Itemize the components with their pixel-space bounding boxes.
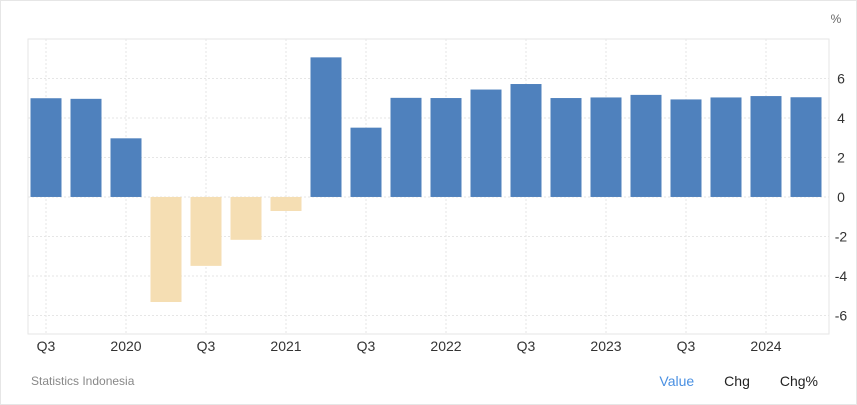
view-toggle: Value Chg Chg% [659, 373, 818, 389]
bar-q2-2020 [150, 196, 182, 303]
bar-q1-2021 [270, 196, 302, 211]
bar-q2-2021 [310, 57, 342, 197]
y-tick-label: 2 [837, 149, 845, 165]
y-tick-label: 0 [837, 189, 845, 205]
bar-q3-2019 [30, 98, 62, 197]
bar-q3-2020 [190, 196, 222, 266]
bar-q3-2021 [350, 127, 382, 197]
bar-q4-2019 [70, 98, 102, 197]
bar-q1-2020 [110, 138, 142, 197]
bar-q2-2023 [630, 94, 662, 197]
plot-area [27, 38, 830, 335]
x-tick-label: Q3 [357, 338, 376, 354]
y-tick-label: 6 [837, 70, 845, 86]
x-tick-label: 2024 [750, 338, 781, 354]
x-tick-label: Q3 [517, 338, 536, 354]
x-tick-label: 2020 [110, 338, 141, 354]
y-tick-label: -4 [835, 268, 848, 284]
x-tick-label: 2022 [430, 338, 461, 354]
bar-q4-2021 [390, 97, 422, 197]
y-tick-label: 4 [837, 110, 845, 126]
bar-q1-2023 [590, 97, 622, 197]
bar-q4-2023 [710, 97, 742, 197]
bar-q3-2023 [670, 99, 702, 197]
x-tick-label: 2023 [590, 338, 621, 354]
x-tick-label: Q3 [37, 338, 56, 354]
value-button[interactable]: Value [659, 373, 695, 389]
x-tick-label: 2021 [270, 338, 301, 354]
y-tick-label: -2 [835, 228, 848, 244]
chg-button[interactable]: Chg [724, 373, 750, 389]
bar-q4-2022 [550, 98, 582, 197]
chg-pct-button[interactable]: Chg% [779, 373, 818, 389]
x-tick-label: Q3 [197, 338, 216, 354]
y-unit-label: % [831, 12, 842, 26]
bar-q4-2020 [230, 196, 262, 240]
y-tick-label: -6 [835, 307, 848, 323]
source-label: Statistics Indonesia [31, 374, 135, 388]
bar-q2-2022 [470, 89, 502, 197]
bar-q3-2022 [510, 84, 542, 197]
bar-q1-2022 [430, 98, 462, 197]
bar-q2-2024 [790, 97, 822, 197]
bar-q1-2024 [750, 96, 782, 197]
x-tick-label: Q3 [677, 338, 696, 354]
